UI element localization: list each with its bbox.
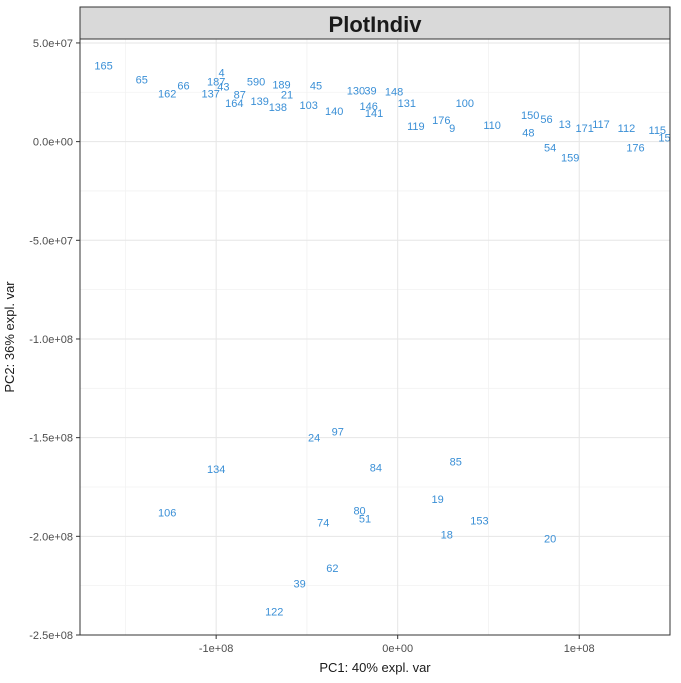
point-label: 4 [219,68,225,80]
x-tick-label: -1e+08 [199,643,234,655]
x-tick-label: 1e+08 [564,643,595,655]
point-label: 103 [300,100,318,112]
point-label: 165 [94,61,112,73]
point-label: 87 [234,89,246,101]
point-label: 85 [450,456,462,468]
point-label: 62 [326,563,338,575]
plot-panel-border [79,38,671,636]
x-tick-label: 0e+00 [382,643,413,655]
point-label: 45 [310,80,322,92]
y-tick-label: 0.0e+00 [33,137,73,149]
point-label: 13 [559,119,571,131]
plot-panel [80,39,670,635]
point-label: 137 [202,88,220,100]
point-label: 141 [365,108,383,120]
point-label: 117 [592,119,610,131]
point-label: 74 [317,518,329,530]
point-label: 24 [308,433,320,445]
point-label: 84 [370,462,382,474]
point-label: 20 [544,533,556,545]
x-axis: -1e+08 0e+00 1e+08 [199,635,595,655]
y-tick-label: -1.5e+08 [29,433,73,445]
point-label: 54 [544,143,556,155]
point-label: 138 [269,102,287,114]
point-label: 159 [561,152,579,164]
point-label: 131 [398,98,416,110]
point-label: 164 [225,98,243,110]
point-label: 65 [136,74,148,86]
point-label: 56 [540,114,552,126]
y-tick-label: 5.0e+07 [33,38,73,50]
point-label: 110 [483,120,501,132]
point-label: 97 [332,427,344,439]
data-points: 1656516266137418743164871395901381892110… [94,61,670,619]
y-tick-label: -5.0e+07 [29,235,73,247]
point-label: 48 [522,128,534,140]
point-label: 39 [294,579,306,591]
point-label: 43 [217,81,229,93]
point-label: 130 [347,85,365,97]
point-label: 146 [359,101,377,113]
point-label: 176 [432,115,450,127]
point-label: 122 [265,606,283,618]
point-label: 66 [177,80,189,92]
title-strip [79,6,671,40]
point-label: 150 [521,110,539,122]
point-label: 162 [158,88,176,100]
point-label: 39 [364,85,376,97]
x-axis-title: PC1: 40% expl. var [319,660,431,675]
point-label: 112 [618,123,636,135]
point-label: 153 [470,516,488,528]
point-label: 21 [281,89,293,101]
point-label: 80 [353,506,365,518]
y-tick-label: -1.0e+08 [29,334,73,346]
point-label: 100 [456,98,474,110]
point-label: 176 [626,143,644,155]
y-tick-label: -2.0e+08 [29,531,73,543]
point-label: 19 [432,494,444,506]
y-tick-label: -2.5e+08 [29,630,73,642]
y-axis: 5.0e+07 0.0e+00 -5.0e+07 -1.0e+08 -1.5e+08 -2… [29,38,80,642]
point-label: 106 [158,508,176,520]
point-label: 119 [407,121,425,133]
point-label: 51 [359,514,371,526]
point-label: 134 [207,464,225,476]
point-label: 171 [575,123,593,135]
point-label: 187 [207,76,225,88]
point-label: 139 [251,96,269,108]
chart-title: PlotIndiv [329,12,423,37]
y-axis-title: PC2: 36% expl. var [2,281,17,393]
point-label: 18 [441,529,453,541]
point-label: 189 [272,79,290,91]
point-label: 115 [649,125,667,137]
point-label: 590 [247,76,265,88]
point-label: 140 [325,106,343,118]
point-label: 148 [385,86,403,98]
point-label: 15 [658,133,670,145]
point-label: 9 [449,123,455,135]
